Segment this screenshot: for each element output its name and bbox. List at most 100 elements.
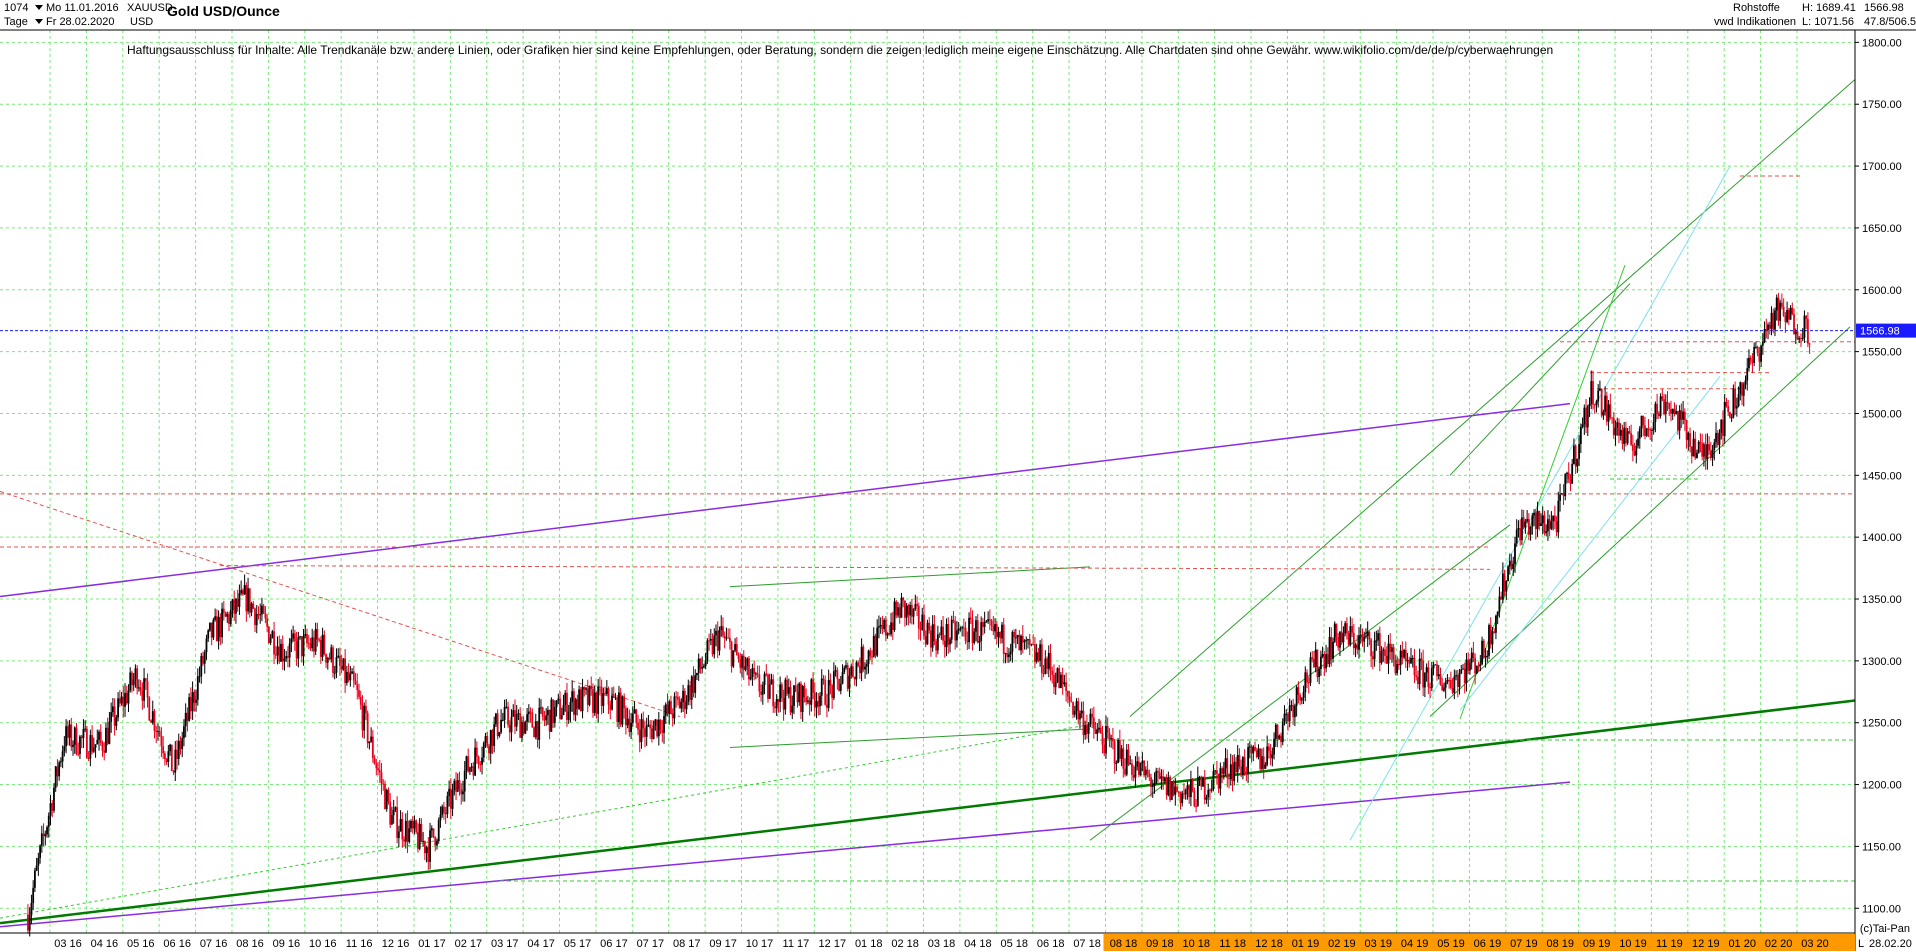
candle-body <box>1186 785 1189 790</box>
candle-body <box>1378 633 1381 663</box>
candle-body <box>1564 474 1567 497</box>
candle-body <box>1132 774 1135 778</box>
candle-body <box>678 699 681 709</box>
candle-body <box>1453 676 1456 693</box>
candle-body <box>928 622 931 631</box>
candle-body <box>1280 735 1282 743</box>
candle-body <box>820 678 823 696</box>
candle-body <box>1545 531 1548 534</box>
candle-body <box>793 685 795 706</box>
candle-body <box>287 655 289 658</box>
candle-body <box>980 622 983 641</box>
candle-body <box>1649 429 1652 431</box>
candle-body <box>878 626 880 628</box>
candle-body <box>593 692 596 713</box>
candle-body <box>229 610 232 625</box>
green-channel-upper <box>1129 79 1856 717</box>
candle-body <box>1767 324 1769 331</box>
x-tick-label: 05 16 <box>127 938 155 950</box>
candle-body <box>1106 725 1109 733</box>
candle-body <box>604 693 606 695</box>
candle-body <box>1553 515 1556 522</box>
highlight-band <box>1103 934 1855 951</box>
candle-body <box>1599 388 1601 391</box>
candle-body <box>1276 724 1279 739</box>
candle-body <box>566 692 568 720</box>
period-select-icon[interactable] <box>32 16 47 28</box>
x-tick-label: 09 19 <box>1583 938 1611 950</box>
candle-body <box>1134 766 1137 778</box>
candle-body <box>585 688 587 690</box>
candle-body <box>1131 763 1133 775</box>
candle-body <box>702 666 705 668</box>
candle-body <box>1488 625 1490 656</box>
category: Rohstoffe <box>1733 2 1780 14</box>
candle-body <box>162 746 165 754</box>
candle-body <box>1680 410 1683 420</box>
candle-body <box>1323 653 1326 669</box>
candle-body <box>1013 632 1016 638</box>
candle-body <box>1150 777 1152 788</box>
period-dropdown-icon[interactable] <box>32 2 47 14</box>
candle-body <box>443 806 445 814</box>
candle-body <box>1082 710 1085 736</box>
candle-body <box>936 634 939 651</box>
candle-body <box>1091 713 1094 718</box>
candle-body <box>1138 761 1140 775</box>
candle-body <box>1110 738 1113 740</box>
candle-body <box>397 831 400 838</box>
candle-body <box>460 789 463 795</box>
candle-body <box>46 827 48 835</box>
candle-body <box>1501 573 1504 600</box>
candle-body <box>337 655 340 658</box>
candle-body <box>524 721 527 734</box>
candle-body <box>754 673 757 675</box>
candle-body <box>1080 710 1083 714</box>
candle-body <box>727 637 730 639</box>
candle-body <box>910 604 913 617</box>
candle-body <box>718 630 721 651</box>
candle-body <box>1635 445 1638 456</box>
candle-body <box>267 626 270 643</box>
candle-body <box>493 724 496 746</box>
candle-body <box>581 687 584 712</box>
candle-body <box>80 736 83 739</box>
candle-body <box>1115 762 1118 764</box>
x-tick-label: 08 17 <box>673 938 701 950</box>
candle-body <box>612 695 615 698</box>
cyan-line-2 <box>1459 376 1721 711</box>
candle-body <box>1169 777 1172 800</box>
candle-body <box>339 655 341 666</box>
candle-body <box>765 673 768 675</box>
candle-body <box>1467 659 1470 671</box>
candle-body <box>1675 411 1678 415</box>
candle-body <box>1255 750 1258 758</box>
candle-body <box>1578 443 1581 459</box>
candle-body <box>605 688 608 694</box>
x-tick-label: 03 17 <box>491 938 519 950</box>
candle-body <box>531 712 534 728</box>
candle-body <box>295 641 298 659</box>
candle-body <box>387 789 390 802</box>
candle-body <box>1326 654 1329 665</box>
candle-body <box>248 588 251 613</box>
candle-body <box>921 614 924 630</box>
candle-body <box>569 702 572 712</box>
candle-body <box>257 614 260 616</box>
candle-body <box>1226 758 1229 779</box>
candle-body <box>1262 756 1265 769</box>
candle-body <box>827 679 830 708</box>
candle-body <box>547 709 549 716</box>
candle-body <box>1148 773 1151 778</box>
candle-body <box>909 604 912 616</box>
candle-body <box>58 762 61 777</box>
candle-body <box>1191 780 1194 791</box>
candle-body <box>1077 701 1080 720</box>
period-label[interactable]: Tage <box>4 16 28 28</box>
candle-body <box>1212 771 1215 790</box>
candle-body <box>1794 331 1797 335</box>
candle-body <box>144 678 147 682</box>
candle-body <box>176 749 178 760</box>
candle-body <box>134 668 137 680</box>
candle-body <box>1202 777 1204 787</box>
